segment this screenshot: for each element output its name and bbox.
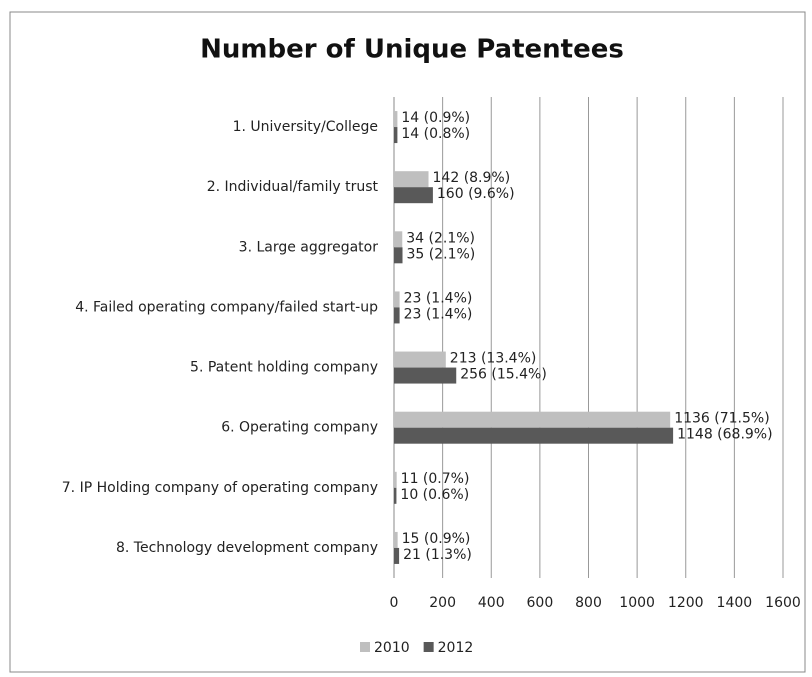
legend-swatch: [360, 642, 370, 652]
data-label: 160 (9.6%): [437, 186, 515, 202]
data-label: 23 (1.4%): [404, 306, 473, 322]
data-label: 142 (8.9%): [433, 170, 511, 186]
x-tick-label: 1600: [765, 595, 801, 611]
legend-label: 2012: [438, 640, 474, 656]
bar: [394, 231, 403, 248]
category-label: 7. IP Holding company of operating compa…: [62, 480, 378, 496]
category-label: 5. Patent holding company: [190, 360, 378, 376]
data-label: 10 (0.6%): [400, 487, 469, 503]
bar: [394, 291, 400, 308]
category-label: 3. Large aggregator: [239, 239, 379, 255]
bar: [394, 427, 674, 444]
x-tick-label: 600: [527, 595, 554, 611]
bar: [394, 471, 397, 488]
legend-label: 2010: [374, 640, 410, 656]
data-label: 21 (1.3%): [403, 547, 472, 563]
data-label: 34 (2.1%): [406, 230, 475, 246]
bar: [394, 411, 671, 428]
bar: [394, 111, 398, 128]
x-tick-label: 1000: [619, 595, 655, 611]
data-label: 35 (2.1%): [407, 246, 476, 262]
chart-border: [9, 11, 806, 673]
x-tick-label: 800: [575, 595, 602, 611]
chart-title: Number of Unique Patentees: [200, 35, 624, 65]
bar: [394, 351, 446, 368]
bar: [394, 307, 400, 324]
bar: [394, 187, 433, 204]
x-tick-label: 400: [478, 595, 505, 611]
bar: [394, 171, 429, 188]
category-label: 8. Technology development company: [116, 540, 378, 556]
category-label: 4. Failed operating company/failed start…: [75, 299, 378, 315]
x-tick-label: 200: [429, 595, 456, 611]
x-tick-label: 0: [390, 595, 399, 611]
x-tick-label: 1400: [717, 595, 753, 611]
bar: [394, 247, 403, 264]
data-label: 23 (1.4%): [404, 290, 473, 306]
bar: [394, 487, 397, 504]
data-label: 15 (0.9%): [402, 531, 471, 547]
data-label: 1148 (68.9%): [677, 427, 772, 443]
data-label: 14 (0.9%): [401, 110, 470, 126]
bar: [394, 531, 398, 548]
data-label: 11 (0.7%): [401, 471, 470, 487]
category-label: 2. Individual/family trust: [207, 179, 379, 195]
data-label: 14 (0.8%): [401, 126, 470, 142]
data-label: 256 (15.4%): [460, 367, 547, 383]
category-label: 1. University/College: [233, 119, 378, 135]
bar: [394, 127, 398, 144]
bar: [394, 547, 400, 564]
category-label: 6. Operating company: [221, 420, 378, 436]
legend-swatch: [423, 642, 434, 652]
bar: [394, 367, 457, 384]
data-label: 213 (13.4%): [450, 351, 537, 367]
data-label: 1136 (71.5%): [674, 411, 769, 427]
x-tick-label: 1200: [668, 595, 704, 611]
